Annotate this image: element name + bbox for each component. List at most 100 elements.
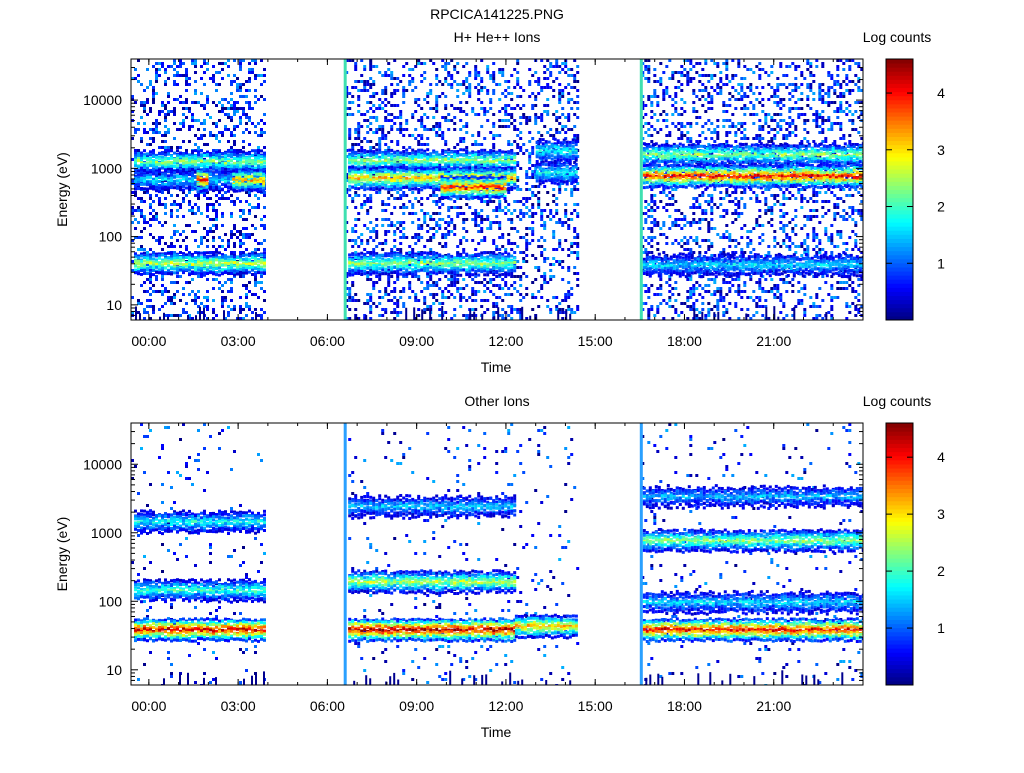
noise-pixel bbox=[800, 140, 804, 143]
noise-pixel bbox=[764, 305, 768, 308]
noise-pixel bbox=[495, 305, 499, 308]
noise-pixel bbox=[824, 101, 828, 104]
noise-pixel bbox=[492, 311, 496, 314]
noise-pixel bbox=[188, 293, 191, 296]
noise-pixel bbox=[149, 317, 152, 320]
noise-pixel bbox=[471, 107, 475, 110]
noise-pixel bbox=[710, 74, 714, 77]
noise-pixel bbox=[140, 83, 143, 86]
noise-pixel bbox=[372, 239, 376, 242]
noise-pixel bbox=[363, 113, 367, 116]
noise-pixel bbox=[516, 152, 520, 155]
noise-pixel bbox=[695, 281, 699, 284]
noise-pixel bbox=[444, 287, 448, 290]
noise-pixel bbox=[354, 86, 358, 89]
noise-pixel bbox=[671, 122, 675, 125]
noise-pixel bbox=[245, 128, 248, 131]
noise-pixel bbox=[245, 191, 248, 194]
noise-pixel bbox=[242, 275, 245, 278]
noise-pixel bbox=[143, 167, 146, 170]
noise-pixel bbox=[357, 299, 361, 302]
noise-pixel bbox=[498, 134, 502, 137]
noise-pixel bbox=[248, 107, 251, 110]
noise-pixel bbox=[806, 140, 810, 143]
noise-pixel bbox=[576, 215, 580, 218]
noise-pixel bbox=[779, 125, 783, 128]
noise-pixel bbox=[519, 293, 523, 296]
noise-pixel bbox=[245, 236, 248, 239]
noise-pixel bbox=[528, 209, 532, 212]
noise-pixel bbox=[492, 134, 496, 137]
noise-pixel bbox=[504, 275, 508, 278]
noise-pixel bbox=[218, 140, 221, 143]
noise-pixel bbox=[369, 62, 373, 65]
noise-pixel bbox=[806, 215, 810, 218]
noise-pixel bbox=[776, 125, 780, 128]
noise-pixel bbox=[839, 59, 843, 62]
noise-pixel bbox=[414, 212, 418, 215]
noise-pixel bbox=[818, 191, 822, 194]
noise-pixel bbox=[737, 65, 741, 68]
noise-pixel bbox=[740, 122, 744, 125]
noise-pixel bbox=[785, 122, 789, 125]
noise-pixel bbox=[224, 281, 227, 284]
noise-pixel bbox=[570, 98, 574, 101]
noise-pixel bbox=[176, 128, 179, 131]
noise-pixel bbox=[239, 200, 242, 203]
noise-pixel bbox=[570, 251, 574, 254]
noise-pixel bbox=[815, 194, 819, 197]
noise-pixel bbox=[239, 317, 242, 320]
noise-pixel bbox=[378, 191, 382, 194]
noise-pixel bbox=[522, 104, 526, 107]
noise-pixel bbox=[510, 188, 514, 191]
noise-pixel bbox=[534, 278, 538, 281]
noise-pixel bbox=[155, 239, 158, 242]
noise-pixel bbox=[713, 74, 717, 77]
noise-pixel bbox=[375, 65, 379, 68]
noise-pixel bbox=[230, 278, 233, 281]
noise-pixel bbox=[800, 113, 804, 116]
noise-pixel bbox=[531, 170, 535, 173]
noise-pixel bbox=[489, 227, 493, 230]
noise-pixel bbox=[719, 77, 723, 80]
noise-pixel bbox=[146, 251, 149, 254]
noise-pixel bbox=[537, 203, 541, 206]
noise-pixel bbox=[155, 128, 158, 131]
noise-pixel bbox=[477, 98, 481, 101]
noise-pixel bbox=[206, 233, 209, 236]
noise-pixel bbox=[788, 197, 792, 200]
noise-pixel bbox=[522, 203, 526, 206]
noise-pixel bbox=[644, 176, 648, 179]
noise-pixel bbox=[546, 191, 550, 194]
noise-pixel bbox=[399, 194, 403, 197]
noise-pixel bbox=[209, 203, 212, 206]
noise-pixel bbox=[194, 119, 197, 122]
noise-pixel bbox=[507, 113, 511, 116]
noise-pixel bbox=[164, 149, 167, 152]
noise-pixel bbox=[396, 314, 400, 317]
noise-pixel bbox=[806, 68, 810, 71]
noise-pixel bbox=[525, 170, 529, 173]
noise-pixel bbox=[537, 143, 541, 146]
noise-pixel bbox=[203, 71, 206, 74]
noise-pixel bbox=[555, 296, 559, 299]
noise-pixel bbox=[836, 80, 840, 83]
noise-pixel bbox=[402, 191, 406, 194]
noise-pixel bbox=[812, 98, 816, 101]
noise-pixel bbox=[674, 200, 678, 203]
noise-pixel bbox=[480, 80, 484, 83]
noise-pixel bbox=[803, 224, 807, 227]
noise-pixel bbox=[543, 227, 547, 230]
noise-pixel bbox=[812, 209, 816, 212]
noise-pixel bbox=[477, 224, 481, 227]
noise-pixel bbox=[161, 140, 164, 143]
noise-pixel bbox=[191, 317, 194, 320]
noise-pixel bbox=[185, 71, 188, 74]
noise-pixel bbox=[755, 221, 759, 224]
noise-pixel bbox=[800, 254, 804, 257]
noise-pixel bbox=[857, 308, 861, 311]
noise-pixel bbox=[839, 197, 843, 200]
noise-pixel bbox=[788, 245, 792, 248]
noise-pixel bbox=[851, 113, 855, 116]
noise-pixel bbox=[357, 98, 361, 101]
